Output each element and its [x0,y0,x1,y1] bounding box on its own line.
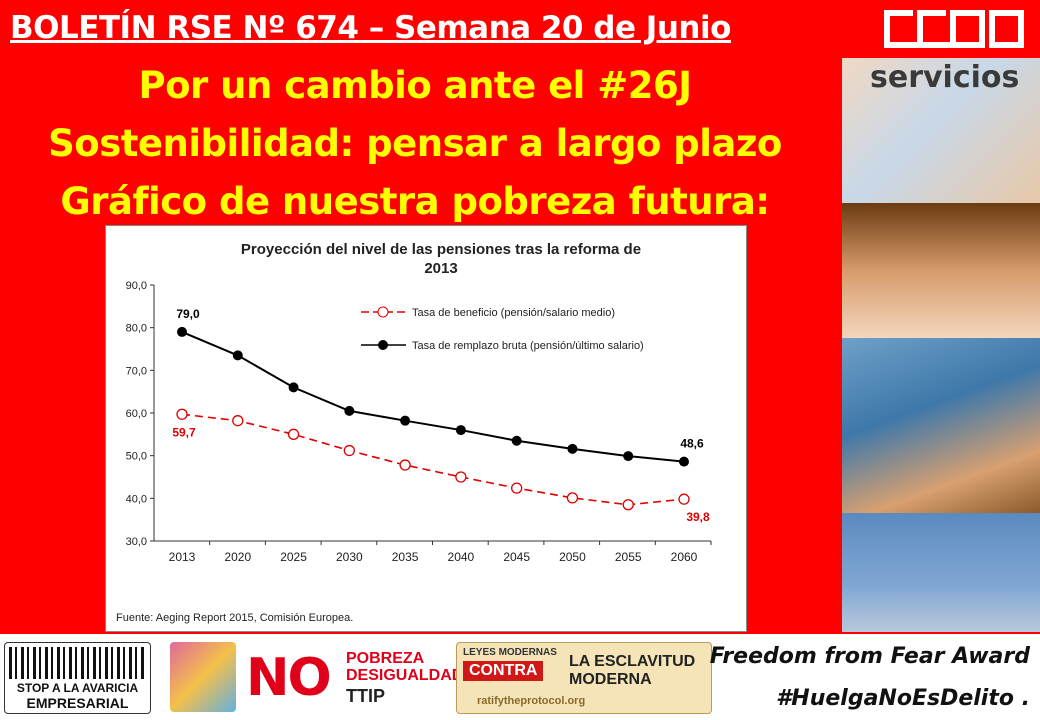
artwork-title: servicios [870,60,1020,95]
artwork-road [842,338,1040,513]
legend-marker-0 [377,306,389,318]
series-line-0 [181,413,685,506]
badge4-leyes: LEYES MODERNAS [463,647,557,658]
data-point [511,482,523,494]
chart-svg: Proyección del nivel de las pensiones tr… [116,241,712,624]
x-tick-label: 2050 [559,550,586,564]
chart-title-line-1: Proyección del nivel de las pensiones tr… [241,241,641,258]
y-tick-label: 90,0 [126,280,147,292]
ccoo-logo [884,10,1024,48]
huelga-hashtag: #HuelgaNoEsDelito . [776,686,1030,711]
chart-legend: Tasa de beneficio (pensión/salario medio… [361,306,644,352]
data-point [176,408,188,420]
data-point [344,405,355,416]
x-tick-label: 2030 [336,550,363,564]
legend-label-0: Tasa de beneficio (pensión/salario medio… [412,307,615,319]
artwork-hand [842,513,1040,632]
data-point [455,471,467,483]
x-tick-label: 2045 [503,550,530,564]
no-ttip-badge: NO POBREZA DESIGUALDAD TTIP [246,642,463,712]
x-tick-label: 2040 [448,550,475,564]
side-artwork: servicios [842,58,1040,632]
data-point [400,415,411,426]
headline-line-3: Gráfico de nuestra pobreza futura: [60,180,770,223]
data-point [343,444,355,457]
data-point [566,492,579,504]
pension-chart: Proyección del nivel de las pensiones tr… [105,225,747,632]
y-tick-label: 50,0 [126,451,147,463]
badge1-line2: EMPRESARIAL [26,695,129,711]
data-label-last: 39,8 [686,510,710,524]
badge3-ttip: TTIP [346,686,385,706]
data-point [511,435,522,446]
y-tick-label: 60,0 [126,408,147,420]
y-tick-label: 80,0 [126,323,147,335]
point-labels: 59,7 39,8 79,0 48,6 [172,307,710,524]
data-label-first: 59,7 [172,425,196,439]
footer-banner: STOP A LA AVARICIA EMPRESARIAL NO POBREZ… [0,634,1040,720]
data-point [232,350,243,361]
badge1-line1: STOP A LA AVARICIA [16,681,139,695]
headline-line-2: Sostenibilidad: pensar a largo plazo [48,122,782,165]
y-tick-label: 70,0 [126,365,147,377]
data-point [623,451,634,462]
chart-title-line-2: 2013 [424,260,457,277]
stop-avaricia-badge: STOP A LA AVARICIA EMPRESARIAL [4,642,151,714]
data-label-last: 48,6 [680,437,704,451]
data-point [679,456,689,467]
data-point [177,326,187,337]
logo-letter-c2 [917,10,952,48]
data-point [232,415,244,427]
headline-line-1: Por un cambio ante el #26J [138,64,692,107]
barcode-graphic [9,647,146,679]
x-tick-label: 2020 [224,550,251,564]
x-tick-label: 2013 [169,550,196,564]
freedom-award-text: Freedom from Fear Award [709,644,1030,669]
artwork-bridge [842,203,1040,338]
badge3-no: NO [246,648,332,708]
x-tick-label: 2025 [280,550,307,564]
data-point [455,425,466,436]
data-point [567,443,578,454]
bulletin-title: BOLETÍN RSE Nº 674 – Semana 20 de Junio [10,10,731,46]
series-line-1 [181,331,685,463]
series-lines [176,326,690,511]
badge3-pobreza: POBREZA DESIGUALDAD [346,650,464,684]
data-point [678,493,690,505]
data-point [288,382,299,393]
logo-letter-c1 [884,10,919,48]
data-point [399,459,411,471]
x-tick-label: 2035 [392,550,419,564]
legend-label-1: Tasa de remplazo bruta (pensión/último s… [412,340,644,352]
y-tick-label: 30,0 [126,536,147,548]
chart-source: Fuente: Aeging Report 2015, Comisión Eur… [116,612,353,624]
data-point [622,499,634,511]
y-ticks: 30,0 40,0 50,0 60,0 70,0 80,0 90,0 [126,280,154,548]
badge4-contra: CONTRA [463,661,544,681]
badge4-esclavitud: LA ESCLAVITUD MODERNA [569,653,696,688]
artwork-people [842,58,1040,203]
x-tick-label: 2060 [671,550,698,564]
x-tick-label: 2055 [615,550,642,564]
logo-letter-o2 [989,10,1024,48]
x-ticks: 2013 2020 2025 2030 2035 2040 2045 2050 2055 2060 [169,541,712,564]
legend-marker-1 [378,340,388,350]
colorful-poster-badge [170,642,236,712]
logo-letter-o1 [950,10,985,48]
badge4-url: ratifytheprotocol.org [477,695,586,707]
data-point [287,428,300,440]
esclavitud-moderna-badge: LEYES MODERNAS CONTRA LA ESCLAVITUD MODE… [456,642,712,714]
y-tick-label: 40,0 [126,493,147,505]
data-label-first: 79,0 [176,307,200,321]
